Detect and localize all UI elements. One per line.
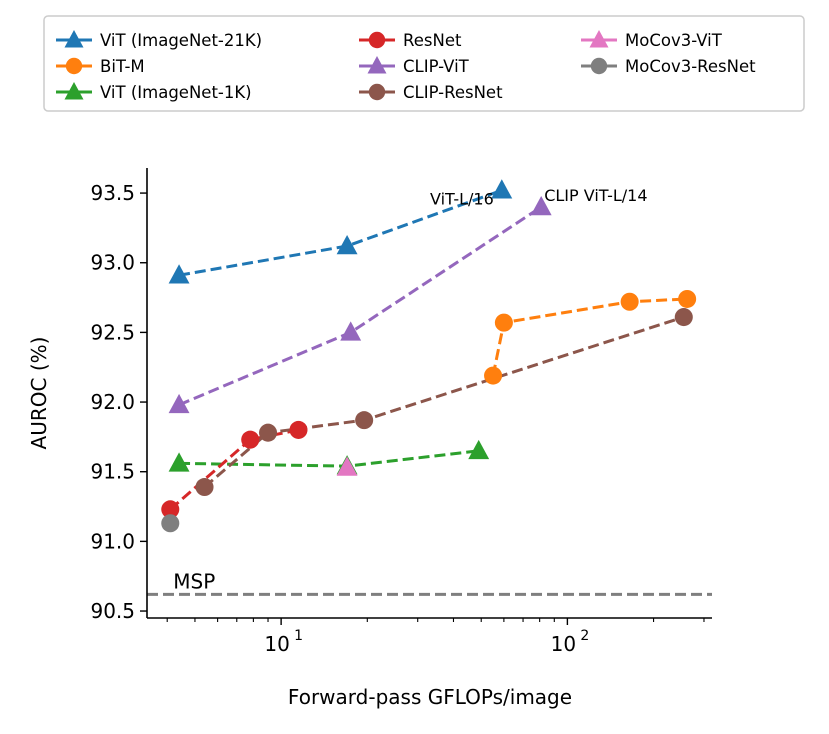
legend-marker: [589, 30, 609, 48]
legend-item-clip-resnet: CLIP-ResNet: [359, 83, 503, 102]
y-tick-label: 91.5: [90, 460, 135, 484]
data-point-clip-resnet: [259, 423, 278, 442]
series-line-resnet: [169, 428, 299, 511]
x-tick-label: 10: [264, 632, 289, 656]
legend-label: CLIP-ViT: [403, 57, 470, 76]
legend-marker: [64, 82, 84, 100]
data-point-vit-imagenet-1k: [468, 439, 490, 460]
data-point-vit-imagenet-1k: [168, 452, 190, 472]
legend-item-mocov3-vit: MoCov3-ViT: [581, 30, 723, 50]
y-axis-title: AUROC (%): [27, 337, 51, 450]
legend-marker: [367, 56, 387, 74]
legend-label: ResNet: [403, 31, 462, 50]
plot-area: MSP ViT-L/16 CLIP ViT-L/14 90.5 91.0 91.5 92…: [90, 168, 712, 656]
legend: ViT (ImageNet-21K) BiT-M ViT (ImageNet-1K)…: [43, 15, 805, 112]
x-tick-label: 10: [551, 632, 576, 656]
data-point-resnet: [289, 420, 308, 439]
data-point-resnet: [241, 430, 260, 449]
legend-item-resnet: ResNet: [359, 31, 462, 50]
y-tick-label: 91.0: [90, 529, 135, 553]
x-tick-label-exponent: 2: [580, 628, 589, 644]
data-point-bit-m: [484, 366, 503, 385]
data-point-clip-vit: [530, 196, 552, 216]
y-tick-label: 90.5: [90, 599, 135, 623]
legend-item-vit-imagenet-21k: ViT (ImageNet-21K): [56, 30, 262, 50]
legend-label: ViT (ImageNet-21K): [100, 31, 262, 50]
y-tick-label: 93.5: [90, 181, 135, 205]
series-line-bit-m: [491, 297, 688, 376]
y-tick-label: 92.0: [90, 390, 135, 414]
data-point-clip-vit: [168, 393, 190, 414]
data-point-clip-resnet: [674, 308, 693, 327]
legend-label: MoCov3-ResNet: [625, 57, 756, 76]
legend-marker: [590, 57, 608, 75]
legend-item-mocov3-resnet: MoCov3-ResNet: [581, 57, 756, 76]
legend-item-vit-imagenet-1k: ViT (ImageNet-1K): [56, 82, 252, 102]
data-point-bit-m: [620, 292, 639, 311]
data-point-vit-imagenet-21k: [491, 179, 513, 199]
legend-marker: [368, 83, 386, 101]
data-point-bit-m: [494, 313, 513, 332]
data-point-vit-imagenet-21k: [336, 235, 358, 255]
legend-label: BiT-M: [100, 57, 145, 76]
legend-label: CLIP-ResNet: [403, 83, 503, 102]
series-line-clip-resnet: [203, 315, 685, 489]
data-point-mocov3-resnet: [161, 514, 180, 533]
data-point-clip-resnet: [355, 411, 374, 430]
msp-label: MSP: [173, 569, 215, 593]
x-axis-title: Forward-pass GFLOPs/image: [288, 685, 572, 709]
data-point-clip-resnet: [195, 478, 214, 497]
legend-label: MoCov3-ViT: [625, 31, 723, 50]
legend-label: ViT (ImageNet-1K): [100, 83, 252, 102]
annotation-clip-vit-l14: CLIP ViT-L/14: [544, 186, 647, 205]
data-point-mocov3-vit: [336, 456, 358, 476]
legend-marker: [65, 57, 83, 75]
data-point-clip-vit: [340, 321, 362, 341]
legend-marker: [64, 30, 84, 48]
data-point-bit-m: [678, 289, 697, 308]
legend-item-clip-vit: CLIP-ViT: [359, 56, 470, 76]
legend-marker: [368, 31, 386, 49]
y-tick-label: 92.5: [90, 320, 135, 344]
annotation-vit-l16: ViT-L/16: [430, 189, 494, 208]
x-tick-label-exponent: 1: [294, 628, 303, 644]
data-point-vit-imagenet-21k: [168, 264, 190, 284]
y-tick-label: 93.0: [90, 251, 135, 275]
legend-item-bit-m: BiT-M: [56, 57, 145, 76]
data-point-resnet: [161, 500, 180, 519]
